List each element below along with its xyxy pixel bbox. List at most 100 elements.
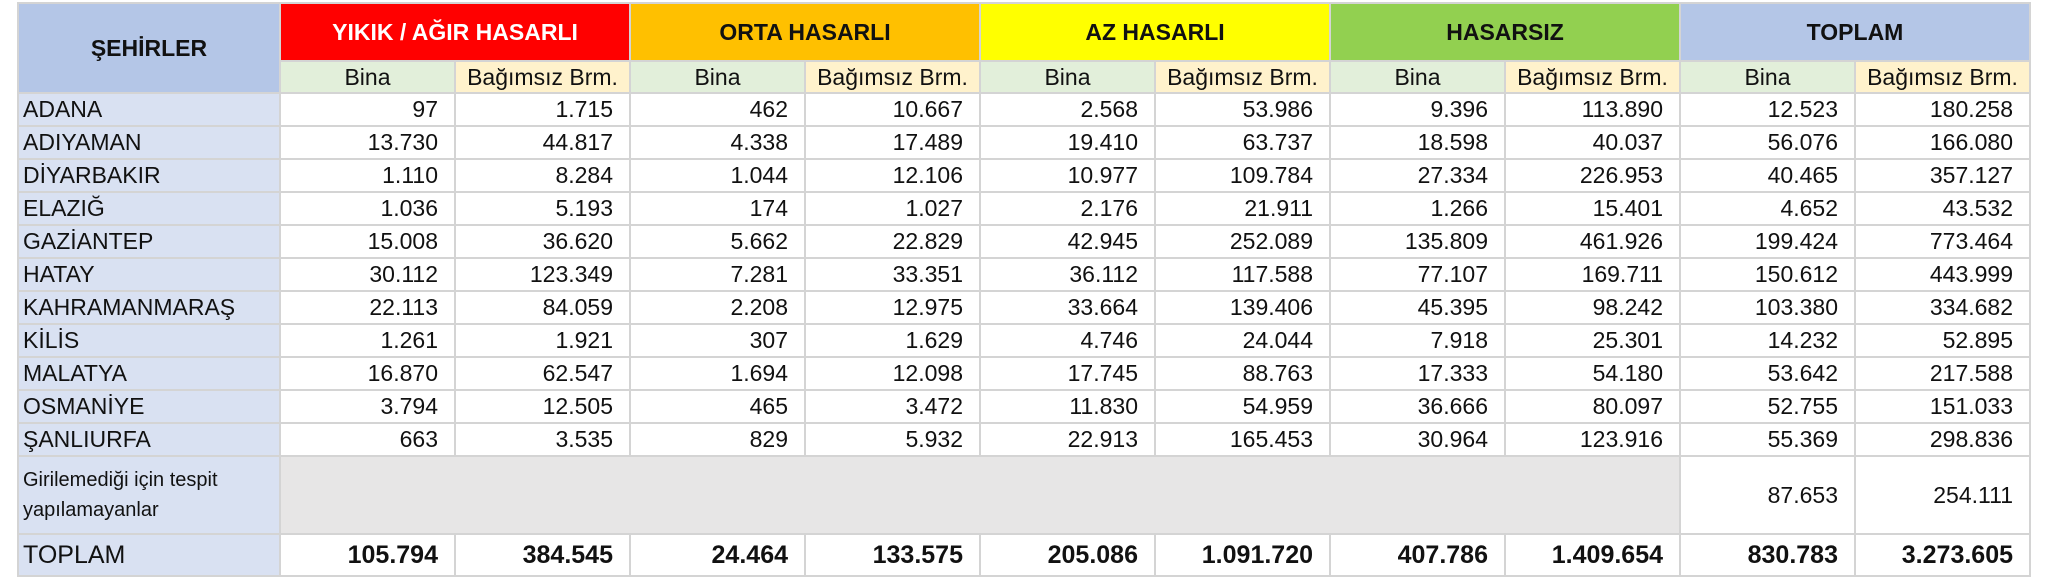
- cell-value: 17.489: [804, 125, 981, 160]
- city-name: ADIYAMAN: [17, 125, 281, 160]
- cell-value: 465: [629, 389, 806, 424]
- cell-value: 30.112: [279, 257, 456, 292]
- cell-value: 1.694: [629, 356, 806, 391]
- subheader-bagimsiz: Bağımsız Brm.: [1154, 60, 1331, 94]
- subheader-bagimsiz: Bağımsız Brm.: [1854, 60, 2031, 94]
- cell-value: 103.380: [1679, 290, 1856, 325]
- table-row: MALATYA 16.870 62.547 1.694 12.098 17.745 88.…: [17, 356, 2031, 391]
- table-row: KAHRAMANMARAŞ 22.113 84.059 2.208 12.975 33.…: [17, 290, 2031, 325]
- cities-header: ŞEHİRLER: [17, 2, 281, 94]
- cell-value: 462: [629, 92, 806, 127]
- cell-value: 2.208: [629, 290, 806, 325]
- total-value: 133.575: [804, 533, 981, 577]
- city-name: KAHRAMANMARAŞ: [17, 290, 281, 325]
- cell-value: 1.044: [629, 158, 806, 193]
- cell-value: 4.652: [1679, 191, 1856, 226]
- cell-value: 54.180: [1504, 356, 1681, 391]
- cell-value: 5.193: [454, 191, 631, 226]
- cell-value: 1.027: [804, 191, 981, 226]
- city-name: ELAZIĞ: [17, 191, 281, 226]
- damage-table: ŞEHİRLER YIKIK / AĞIR HASARLI ORTA HASAR…: [17, 2, 2031, 577]
- cell-value: 174: [629, 191, 806, 226]
- cell-value: 12.523: [1679, 92, 1856, 127]
- cell-value: 1.629: [804, 323, 981, 358]
- cell-value: 2.176: [979, 191, 1156, 226]
- cell-value: 42.945: [979, 224, 1156, 259]
- total-value: 1.409.654: [1504, 533, 1681, 577]
- cell-value: 4.338: [629, 125, 806, 160]
- cell-value: 84.059: [454, 290, 631, 325]
- table-row: HATAY 30.112 123.349 7.281 33.351 36.112 117.…: [17, 257, 2031, 292]
- cell-value: 217.588: [1854, 356, 2031, 391]
- cell-value: 334.682: [1854, 290, 2031, 325]
- cell-value: 62.547: [454, 356, 631, 391]
- cell-value: 21.911: [1154, 191, 1331, 226]
- cell-value: 97: [279, 92, 456, 127]
- cell-value: 169.711: [1504, 257, 1681, 292]
- total-value: 384.545: [454, 533, 631, 577]
- cell-value: 63.737: [1154, 125, 1331, 160]
- cell-value: 1.261: [279, 323, 456, 358]
- cell-value: 22.113: [279, 290, 456, 325]
- cell-value: 3.472: [804, 389, 981, 424]
- cell-value: 357.127: [1854, 158, 2031, 193]
- cell-value: 98.242: [1504, 290, 1681, 325]
- subheader-bina: Bina: [1679, 60, 1856, 94]
- total-value: 407.786: [1329, 533, 1506, 577]
- cell-value: 307: [629, 323, 806, 358]
- cell-value: 226.953: [1504, 158, 1681, 193]
- cell-value: 36.112: [979, 257, 1156, 292]
- cell-value: 80.097: [1504, 389, 1681, 424]
- cell-value: 30.964: [1329, 422, 1506, 457]
- cell-value: 19.410: [979, 125, 1156, 160]
- cell-value: 139.406: [1154, 290, 1331, 325]
- cell-value: 77.107: [1329, 257, 1506, 292]
- cell-value: 40.465: [1679, 158, 1856, 193]
- cell-value: 1.110: [279, 158, 456, 193]
- cell-value: 113.890: [1504, 92, 1681, 127]
- cell-value: 24.044: [1154, 323, 1331, 358]
- subheader-bagimsiz: Bağımsız Brm.: [454, 60, 631, 94]
- subheader-bagimsiz: Bağımsız Brm.: [1504, 60, 1681, 94]
- city-name: MALATYA: [17, 356, 281, 391]
- cell-value: 7.281: [629, 257, 806, 292]
- cell-value: 123.916: [1504, 422, 1681, 457]
- cell-value: 443.999: [1854, 257, 2031, 292]
- cell-value: 3.794: [279, 389, 456, 424]
- cell-value: 1.715: [454, 92, 631, 127]
- cell-value: 52.755: [1679, 389, 1856, 424]
- cell-value: 25.301: [1504, 323, 1681, 358]
- cell-value: 13.730: [279, 125, 456, 160]
- cell-value: 1.921: [454, 323, 631, 358]
- cell-value: 12.106: [804, 158, 981, 193]
- header-yikik: YIKIK / AĞIR HASARLI: [279, 2, 631, 62]
- cell-value: 18.598: [1329, 125, 1506, 160]
- cell-value: 15.401: [1504, 191, 1681, 226]
- table-row: ELAZIĞ 1.036 5.193 174 1.027 2.176 21.911 1.26…: [17, 191, 2031, 226]
- cell-value: 11.830: [979, 389, 1156, 424]
- unassessed-empty-area: [279, 455, 1681, 535]
- unassessed-bagimsiz: 254.111: [1854, 455, 2031, 535]
- city-name: KİLİS: [17, 323, 281, 358]
- total-value: 105.794: [279, 533, 456, 577]
- cell-value: 33.664: [979, 290, 1156, 325]
- cell-value: 12.505: [454, 389, 631, 424]
- header-hasarsiz: HASARSIZ: [1329, 2, 1681, 62]
- city-name: OSMANİYE: [17, 389, 281, 424]
- cell-value: 14.232: [1679, 323, 1856, 358]
- total-value: 24.464: [629, 533, 806, 577]
- cell-value: 180.258: [1854, 92, 2031, 127]
- cell-value: 135.809: [1329, 224, 1506, 259]
- total-row: TOPLAM 105.794 384.545 24.464 133.575 205.08…: [17, 533, 2031, 577]
- cell-value: 17.333: [1329, 356, 1506, 391]
- cell-value: 8.284: [454, 158, 631, 193]
- cell-value: 22.913: [979, 422, 1156, 457]
- cell-value: 252.089: [1154, 224, 1331, 259]
- total-value: 3.273.605: [1854, 533, 2031, 577]
- total-value: 1.091.720: [1154, 533, 1331, 577]
- cell-value: 5.932: [804, 422, 981, 457]
- header-toplam: TOPLAM: [1679, 2, 2031, 62]
- cell-value: 2.568: [979, 92, 1156, 127]
- cell-value: 10.667: [804, 92, 981, 127]
- city-name: ADANA: [17, 92, 281, 127]
